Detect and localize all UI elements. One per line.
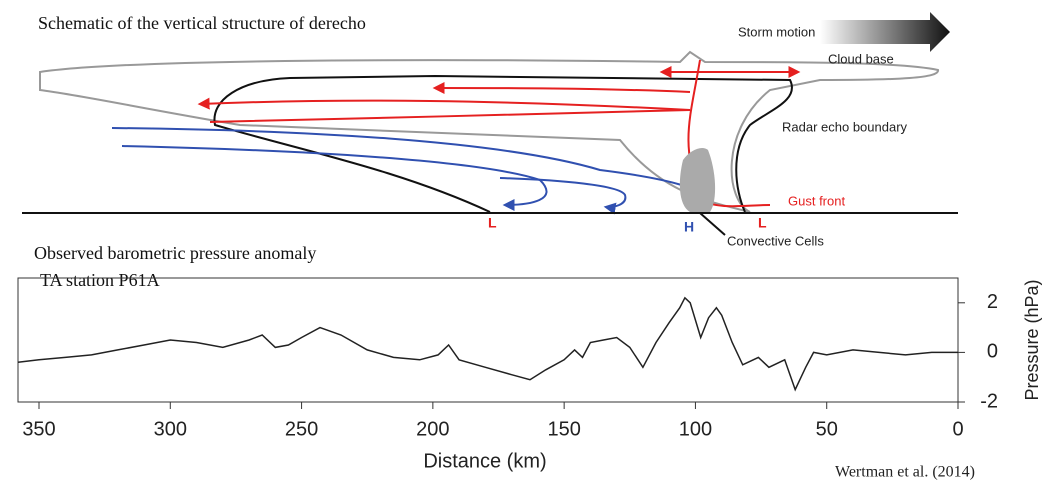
cells-pointer xyxy=(699,212,726,236)
radar-echo-label: Radar echo boundary xyxy=(782,119,908,134)
y-tick-label: 0 xyxy=(987,341,998,363)
schematic: Schematic of the vertical structure of d… xyxy=(22,12,958,248)
x-tick-label: 350 xyxy=(22,418,55,440)
x-tick-label: 50 xyxy=(816,418,838,440)
x-tick-label: 100 xyxy=(679,418,712,440)
y-axis-label: Pressure (hPa) xyxy=(1022,279,1042,400)
schematic-title: Schematic of the vertical structure of d… xyxy=(38,13,366,33)
credit: Wertman et al. (2014) xyxy=(835,464,975,481)
cells-label: Convective Cells xyxy=(727,233,824,248)
pressure-line xyxy=(17,296,958,392)
chart-subtitle: TA station P61A xyxy=(40,270,160,290)
x-tick-label: 200 xyxy=(416,418,449,440)
storm-arrow xyxy=(820,12,950,52)
low-label: L xyxy=(488,215,497,231)
x-tick-label: 300 xyxy=(154,418,187,440)
blue-flows xyxy=(111,127,714,215)
chart-title: Observed barometric pressure anomaly xyxy=(34,243,316,263)
x-tick-label: 0 xyxy=(952,418,963,440)
high-label: H xyxy=(684,219,694,235)
plot-frame xyxy=(17,277,959,403)
radar-echo xyxy=(213,74,793,213)
plot: 350 300 250 200 150 100 50 0 -2 0 2 xyxy=(17,291,998,440)
gust-front: Gust front xyxy=(788,193,845,208)
y-tick-label: -2 xyxy=(980,390,998,412)
cloud-base: Cloud base xyxy=(828,51,894,66)
cloud-outline xyxy=(39,50,939,213)
x-axis-label: Distance (km) xyxy=(423,450,546,472)
y-tick-label: 2 xyxy=(987,291,998,313)
storm-motion: Storm motion xyxy=(738,24,815,39)
low-label: L xyxy=(758,215,767,231)
x-tick-label: 250 xyxy=(285,418,318,440)
convective-cells xyxy=(679,148,716,212)
x-tick-label: 150 xyxy=(547,418,580,440)
